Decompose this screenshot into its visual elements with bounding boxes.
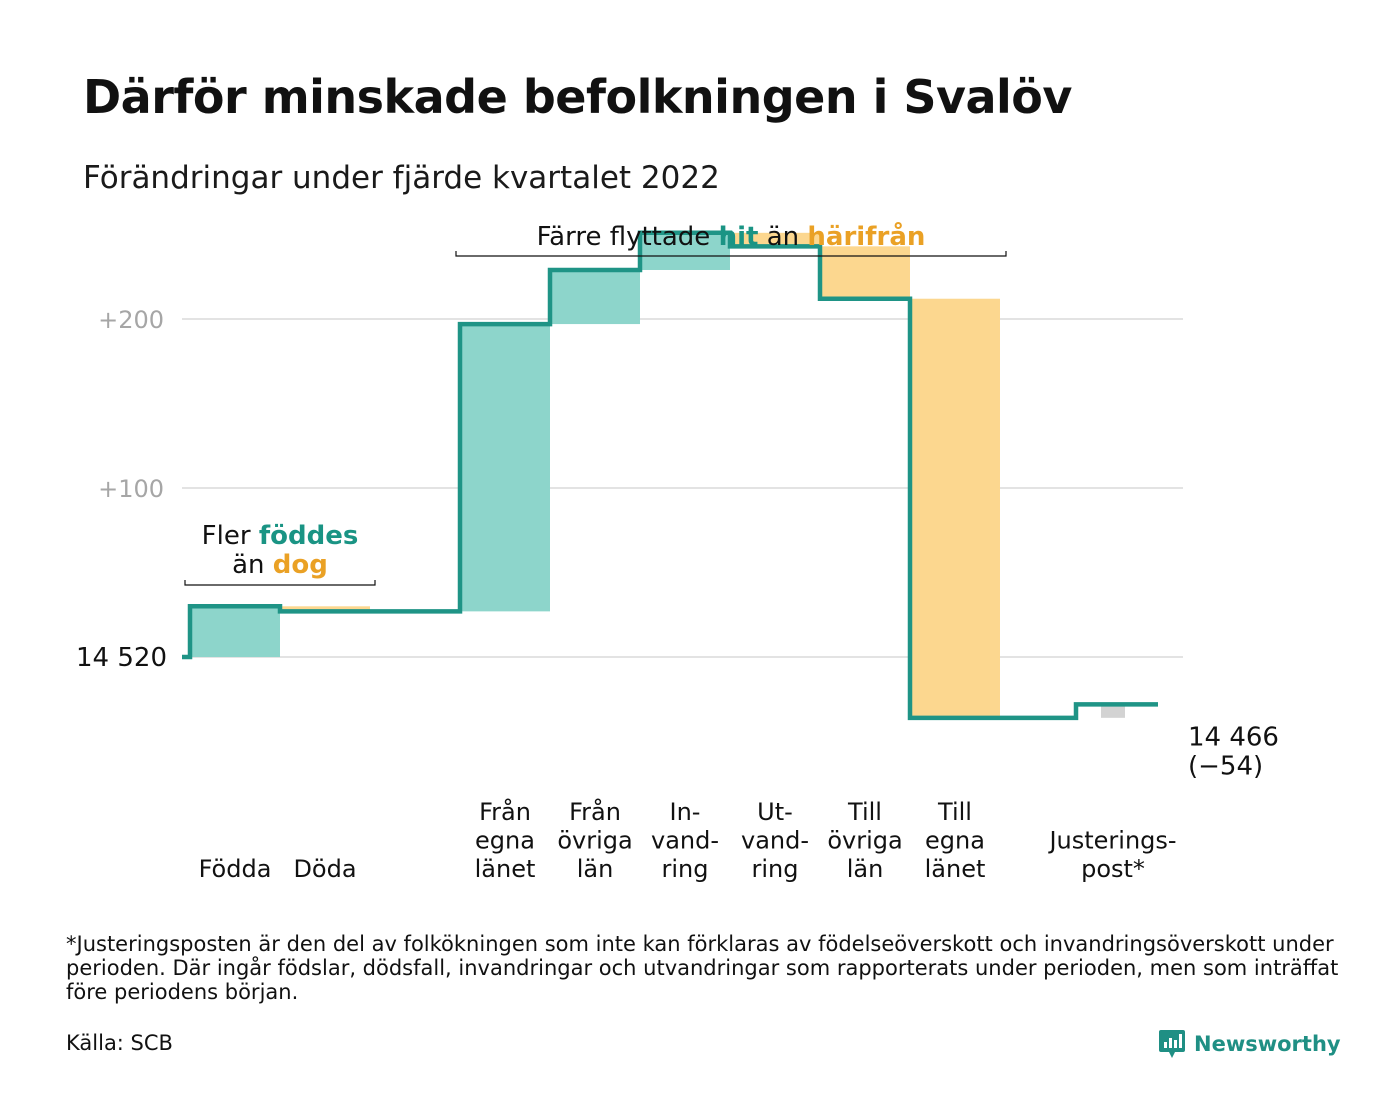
end-value-label: 14 466	[1188, 722, 1279, 752]
chart-subtitle: Förändringar under fjärde kvartalet 2022	[83, 160, 720, 196]
x-category-label: Döda	[293, 855, 356, 883]
x-category-label: Födda	[199, 855, 272, 883]
x-category-label: post*	[1081, 855, 1145, 883]
annotation-segment: än	[758, 222, 807, 252]
x-category-label: In-	[670, 798, 701, 826]
x-category-label: länet	[925, 855, 986, 883]
x-category-label: övriga	[557, 827, 632, 855]
x-category-label: länet	[475, 855, 536, 883]
annotation-bracket	[455, 251, 1007, 257]
x-category-label: Från	[569, 797, 621, 826]
annotation-births-line: Fler föddes	[202, 521, 359, 551]
newsworthy-logo-icon	[1159, 1030, 1185, 1058]
annotation-bracket	[184, 580, 376, 586]
x-category-label: Ut-	[757, 798, 793, 826]
bar-increase-2	[460, 324, 550, 612]
annotation-migration-line: Färre flyttade hit än härifrån	[537, 220, 926, 252]
bar-decrease-6	[820, 246, 910, 299]
x-category-label: län	[847, 855, 884, 883]
x-category-label: egna	[925, 827, 985, 855]
footnote: *Justeringsposten är den del av folkökni…	[66, 932, 1339, 1004]
y-tick-label: +100	[98, 475, 164, 503]
source-label: Källa: SCB	[66, 1031, 173, 1055]
bar-adjustment-8	[1101, 704, 1125, 718]
bar-decrease-1	[280, 606, 370, 612]
chart-title: Därför minskade befolkningen i Svalöv	[83, 70, 1072, 124]
x-category-label: övriga	[827, 827, 902, 855]
annotation-segment: härifrån	[807, 220, 925, 252]
x-category-label: egna	[475, 827, 535, 855]
x-category-label: län	[577, 855, 614, 883]
x-category-label: vand-	[651, 827, 719, 855]
bar-increase-4	[640, 232, 730, 270]
grid-layer	[182, 318, 1183, 658]
bar-increase-0	[190, 606, 280, 657]
bar-decrease-7	[910, 298, 1000, 718]
x-category-label: Till	[937, 798, 972, 826]
annotation-segment: än	[232, 550, 273, 580]
bar-decrease-5	[730, 232, 820, 247]
bar-increase-3	[550, 269, 640, 325]
x-category-label: vand-	[741, 827, 809, 855]
annotation-segment: Fler	[202, 521, 259, 551]
end-change-label: (−54)	[1188, 751, 1263, 781]
x-category-label: Justerings-	[1047, 827, 1176, 855]
brand-logo[interactable]: Newsworthy	[1158, 1026, 1341, 1062]
line-layer	[182, 230, 1158, 721]
start-value-label: 14 520	[76, 643, 167, 673]
annotation-births-line: än dog	[232, 550, 328, 580]
x-category-label: Från	[479, 797, 531, 826]
y-tick-label: +200	[98, 306, 164, 334]
x-category-label: Till	[847, 798, 882, 826]
x-category-label: ring	[752, 855, 799, 883]
waterfall-step-line	[182, 230, 1158, 721]
annotation-segment: dog	[273, 550, 328, 580]
x-category-label: ring	[662, 855, 709, 883]
annotation-segment: föddes	[259, 521, 359, 551]
annotation-segment: Färre flyttade	[537, 222, 719, 252]
bar-layer	[190, 232, 1125, 718]
annotation-segment: hit	[719, 222, 759, 252]
brand-name: Newsworthy	[1194, 1032, 1341, 1056]
